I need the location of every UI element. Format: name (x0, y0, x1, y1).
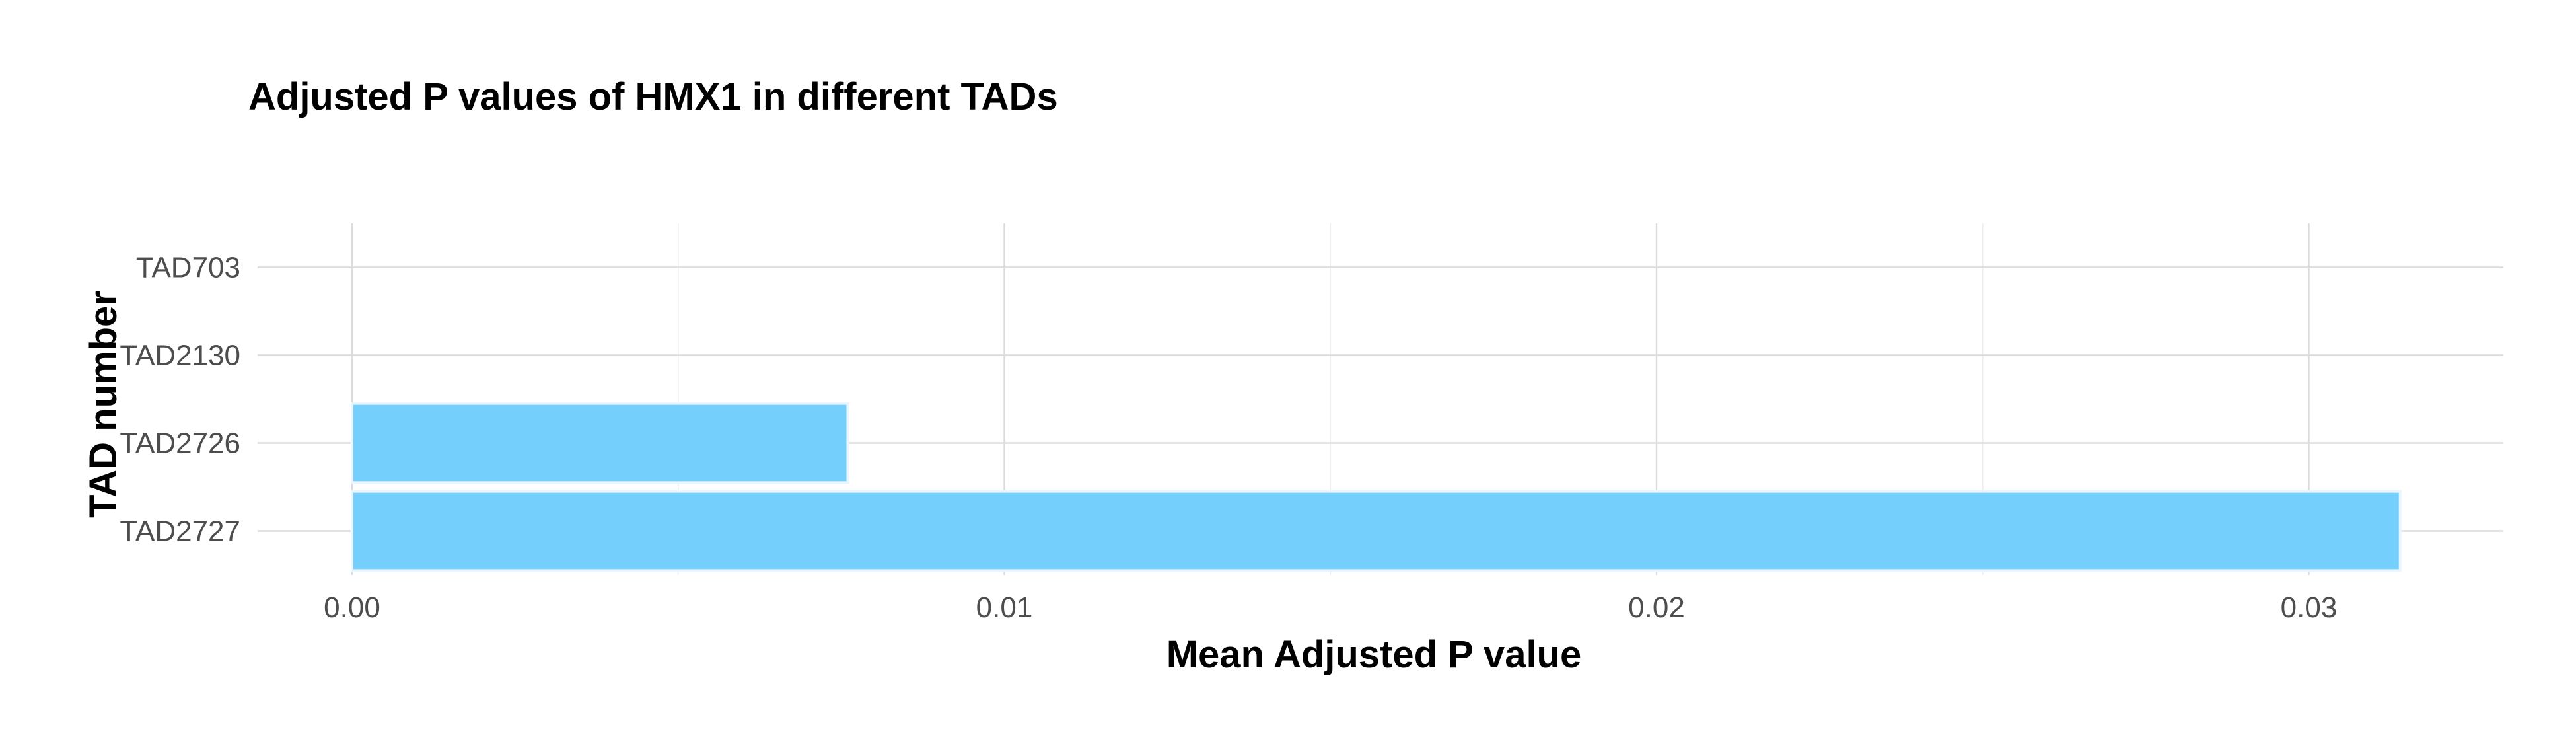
bar-tad2727 (351, 490, 2402, 572)
y-tick-label: TAD2130 (120, 340, 240, 372)
y-axis-title: TAD number (82, 291, 125, 518)
x-tick-label: 0.02 (1628, 591, 1685, 624)
bars (351, 402, 2402, 572)
y-axis-tick-labels: TAD703 TAD2130 TAD2726 TAD2727 (120, 252, 240, 548)
x-tick-label: 0.00 (324, 591, 380, 624)
x-axis-title: Mean Adjusted P value (1166, 633, 1582, 676)
bar-tad2726 (351, 402, 849, 484)
x-axis-tick-labels: 0.00 0.01 0.02 0.03 (324, 591, 2337, 624)
x-tick-label: 0.01 (976, 591, 1033, 624)
y-tick-label: TAD703 (136, 252, 240, 284)
chart-title: Adjusted P values of HMX1 in different T… (248, 75, 1058, 118)
y-tick-label: TAD2726 (120, 428, 240, 460)
y-tick-label: TAD2727 (120, 515, 240, 548)
x-tick-label: 0.03 (2281, 591, 2338, 624)
